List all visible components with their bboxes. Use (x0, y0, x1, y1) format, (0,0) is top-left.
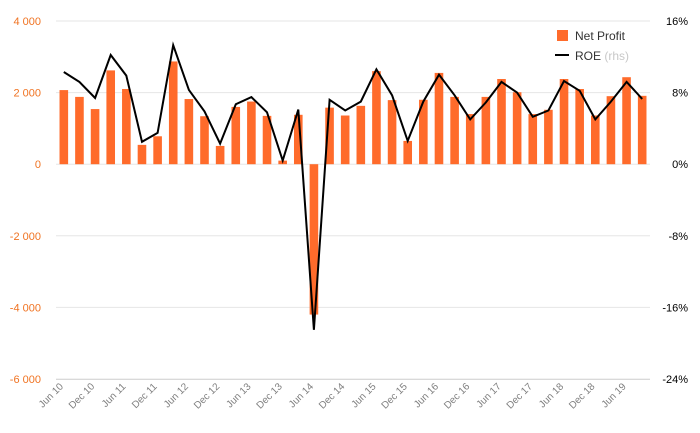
legend-roe-suffix: (rhs) (604, 49, 629, 63)
x-axis-tick-label: Dec 15 (380, 381, 410, 411)
x-axis-tick-label: Jun 18 (537, 381, 566, 410)
x-axis-tick-label: Jun 12 (162, 381, 191, 410)
net-profit-bar (325, 107, 334, 165)
legend-net-profit-swatch (557, 30, 568, 41)
x-axis-tick-label: Dec 11 (130, 381, 160, 411)
net-profit-bar (356, 105, 366, 165)
legend-roe-text: ROE (rhs) (575, 49, 629, 63)
right-axis-tick-label: 8% (672, 88, 688, 100)
x-axis-tick-label: Dec 13 (255, 381, 285, 411)
net-profit-bar (606, 96, 616, 165)
net-profit-bar (622, 77, 631, 165)
net-profit-bar (450, 96, 459, 165)
left-axis-tick-label: 0 (35, 159, 41, 171)
legend-roe-label: ROE (575, 49, 601, 63)
x-axis-tick-label: Jun 19 (600, 381, 629, 410)
left-axis-tick-label: -6 000 (10, 374, 41, 386)
net-profit-bar (215, 145, 225, 165)
net-profit-bar (262, 115, 272, 165)
x-axis-tick-label: Dec 14 (317, 381, 347, 411)
x-axis-tick-label: Jun 11 (100, 381, 129, 410)
net-profit-bar (559, 78, 569, 165)
roe-line (63, 41, 643, 330)
x-axis-tick-label: Dec 10 (67, 381, 97, 411)
gridlines (56, 20, 650, 380)
right-axis-tick-label: 0% (672, 159, 688, 171)
net-profit-bar (497, 78, 506, 165)
left-axis-tick-label: 4 000 (13, 16, 41, 28)
net-profit-bar (637, 95, 647, 165)
net-profit-bar (75, 96, 84, 165)
net-profit-bar (512, 92, 522, 165)
net-profit-bar (231, 106, 241, 165)
net-profit-bar (184, 99, 194, 165)
left-axis-tick-label: -4 000 (10, 302, 41, 314)
net-profit-bar (575, 89, 584, 165)
x-axis-tick-label: Dec 18 (567, 381, 597, 411)
net-profit-bar (387, 100, 397, 165)
right-axis-tick-label: 16% (666, 16, 688, 28)
net-profit-bar (90, 109, 100, 165)
net-profit-bar (59, 90, 69, 165)
net-profit-bar (465, 114, 475, 165)
net-profit-bar (137, 144, 147, 165)
x-axis-tick-label: Dec 17 (505, 381, 535, 411)
legend-net-profit-label: Net Profit (575, 29, 626, 43)
x-axis-tick-label: Jun 15 (350, 381, 379, 410)
net-profit-bars (59, 61, 647, 315)
net-profit-bar (434, 72, 444, 165)
net-profit-bar (544, 109, 553, 165)
right-axis-tick-label: -8% (668, 231, 688, 243)
net-profit-bar (106, 70, 116, 165)
net-profit-bar (481, 96, 491, 165)
roe-line-layer (63, 41, 643, 330)
right-axis-tick-label: -24% (662, 374, 688, 386)
x-axis-tick-label: Jun 17 (475, 381, 504, 410)
net-profit-bar (247, 101, 256, 165)
net-profit-bar (309, 164, 319, 315)
net-profit-bar (153, 136, 162, 165)
net-profit-bar (528, 114, 538, 165)
left-axis-tick-label: 2 000 (13, 88, 41, 100)
x-axis-tick-label: Dec 16 (442, 381, 472, 411)
x-axis-tick-label: Jun 16 (412, 381, 441, 410)
left-axis-tick-label: -2 000 (10, 231, 41, 243)
net-profit-bar (590, 115, 600, 165)
x-axis-tick-label: Jun 13 (225, 381, 254, 410)
net-profit-bar (419, 99, 428, 165)
x-axis-tick-label: Jun 10 (37, 381, 66, 410)
net-profit-bar (122, 89, 131, 165)
x-axis-tick-label: Jun 14 (287, 381, 316, 410)
net-profit-bar (372, 71, 381, 165)
net-profit-bar (200, 116, 209, 165)
net-profit-bar (168, 61, 178, 165)
net-profit-bar (403, 140, 413, 165)
x-axis-tick-label: Dec 12 (192, 381, 222, 411)
legend: Net Profit ROE (rhs) (555, 29, 629, 63)
net-profit-bar (340, 115, 350, 165)
net-profit-bar (293, 114, 303, 165)
right-axis-tick-label: -16% (662, 302, 688, 314)
